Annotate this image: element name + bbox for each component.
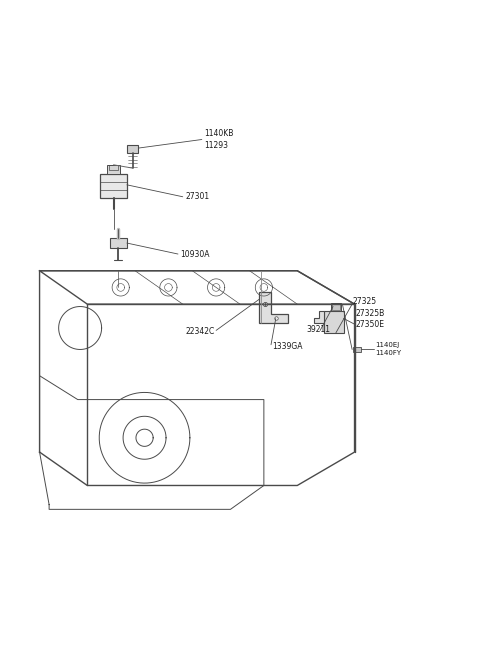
Text: 27350E: 27350E	[356, 319, 385, 329]
Bar	[324, 312, 344, 333]
Text: 10930A: 10930A	[180, 249, 210, 258]
Text: 22342C: 22342C	[185, 327, 215, 337]
Text: 1339GA: 1339GA	[273, 342, 303, 351]
Polygon shape	[259, 292, 288, 323]
Bar	[331, 302, 341, 312]
Text: 1140KB
11293: 1140KB 11293	[204, 129, 234, 150]
Bar	[127, 145, 138, 153]
Text: 39211: 39211	[307, 325, 331, 334]
Bar	[110, 238, 127, 248]
Text: 27325: 27325	[352, 297, 376, 306]
Bar	[332, 304, 340, 310]
Text: 27301: 27301	[185, 192, 209, 201]
Bar	[107, 165, 120, 174]
Text: 27325B: 27325B	[356, 309, 385, 318]
Text: 1140EJ
1140FY: 1140EJ 1140FY	[375, 342, 401, 356]
Bar	[109, 165, 118, 169]
Bar	[100, 174, 127, 198]
Polygon shape	[314, 312, 324, 323]
Bar	[353, 347, 361, 352]
